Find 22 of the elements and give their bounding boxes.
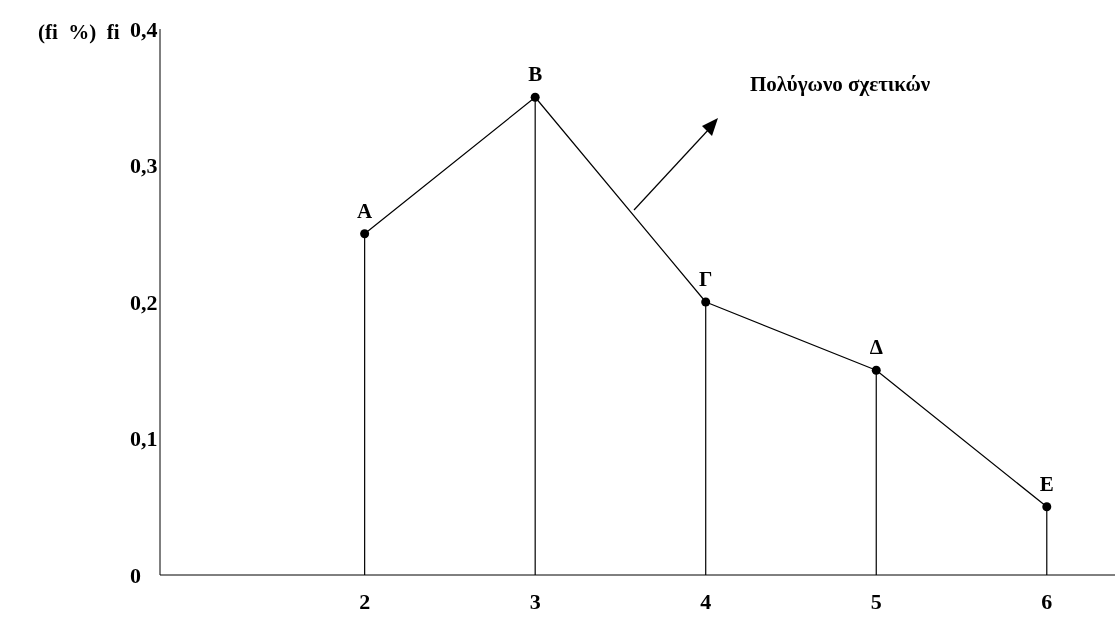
x-tick-label: 6 bbox=[1041, 588, 1053, 614]
y-tick-label: 0,2 bbox=[130, 289, 158, 315]
point bbox=[871, 365, 881, 375]
point bbox=[530, 92, 540, 102]
annotation: Πολύγωνο σχετικών bbox=[750, 72, 931, 97]
point bbox=[360, 229, 370, 239]
y-tick-label: 0,1 bbox=[130, 426, 158, 452]
point bbox=[1042, 502, 1052, 512]
y-axis-title: (fi %) fi bbox=[38, 20, 120, 45]
annotation: Β bbox=[528, 62, 543, 87]
annotation: Ε bbox=[1039, 471, 1054, 496]
x-tick-label: 5 bbox=[870, 588, 882, 614]
x-tick-label: 4 bbox=[700, 588, 712, 614]
x-tick-label: 3 bbox=[529, 588, 541, 614]
y-tick-label: 0 bbox=[130, 562, 141, 588]
y-tick-label: 0,3 bbox=[130, 153, 158, 179]
y-tick-label: 0,4 bbox=[130, 16, 158, 42]
x-tick-label: 2 bbox=[359, 588, 371, 614]
annotation: Δ bbox=[869, 335, 883, 360]
annotation: Γ bbox=[699, 267, 713, 291]
point bbox=[701, 297, 711, 307]
annotation: Α bbox=[357, 198, 374, 223]
